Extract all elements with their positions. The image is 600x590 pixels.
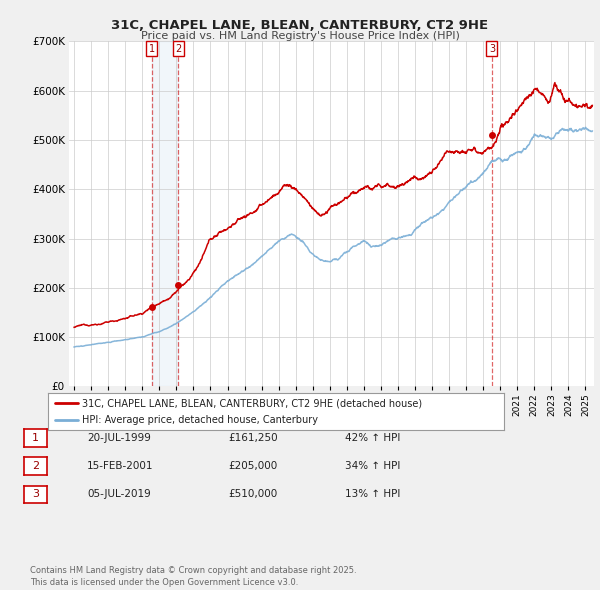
Text: 1: 1 xyxy=(32,433,39,442)
Text: HPI: Average price, detached house, Canterbury: HPI: Average price, detached house, Cant… xyxy=(82,415,318,425)
Text: 20-JUL-1999: 20-JUL-1999 xyxy=(87,433,151,442)
Text: 31C, CHAPEL LANE, BLEAN, CANTERBURY, CT2 9HE (detached house): 31C, CHAPEL LANE, BLEAN, CANTERBURY, CT2… xyxy=(82,398,422,408)
Text: 31C, CHAPEL LANE, BLEAN, CANTERBURY, CT2 9HE: 31C, CHAPEL LANE, BLEAN, CANTERBURY, CT2… xyxy=(112,19,488,32)
Text: 2: 2 xyxy=(32,461,39,471)
Text: 3: 3 xyxy=(489,44,495,54)
Text: £205,000: £205,000 xyxy=(228,461,277,471)
Text: 3: 3 xyxy=(32,490,39,499)
Text: £161,250: £161,250 xyxy=(228,433,278,442)
Text: 13% ↑ HPI: 13% ↑ HPI xyxy=(345,490,400,499)
Text: £510,000: £510,000 xyxy=(228,490,277,499)
Text: 2: 2 xyxy=(175,44,182,54)
Text: Price paid vs. HM Land Registry's House Price Index (HPI): Price paid vs. HM Land Registry's House … xyxy=(140,31,460,41)
Text: 42% ↑ HPI: 42% ↑ HPI xyxy=(345,433,400,442)
Text: 34% ↑ HPI: 34% ↑ HPI xyxy=(345,461,400,471)
Bar xyxy=(152,41,178,386)
Text: Contains HM Land Registry data © Crown copyright and database right 2025.
This d: Contains HM Land Registry data © Crown c… xyxy=(30,566,356,587)
Text: 05-JUL-2019: 05-JUL-2019 xyxy=(87,490,151,499)
Text: 1: 1 xyxy=(149,44,155,54)
Text: 15-FEB-2001: 15-FEB-2001 xyxy=(87,461,154,471)
